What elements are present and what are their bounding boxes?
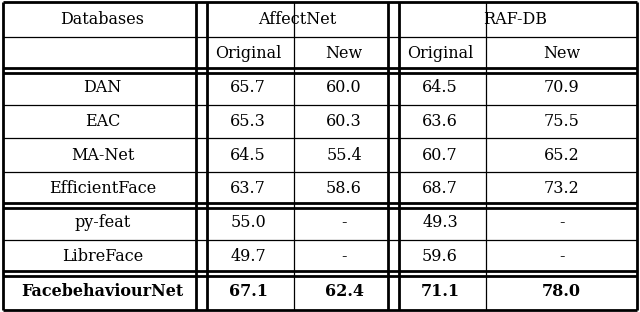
Text: 60.7: 60.7 [422,147,458,164]
Text: New: New [543,45,580,62]
Text: 49.3: 49.3 [422,214,458,231]
Text: 71.1: 71.1 [420,283,460,300]
Text: 64.5: 64.5 [422,79,458,96]
Text: 55.4: 55.4 [326,147,362,164]
Text: 65.3: 65.3 [230,113,266,130]
Text: -: - [559,214,564,231]
Text: LibreFace: LibreFace [62,248,143,265]
Text: 65.7: 65.7 [230,79,266,96]
Text: EAC: EAC [84,113,120,130]
Text: 67.1: 67.1 [228,283,268,300]
Text: EfficientFace: EfficientFace [49,180,156,197]
Text: -: - [559,248,564,265]
Text: MA-Net: MA-Net [70,147,134,164]
Text: 58.6: 58.6 [326,180,362,197]
Text: 60.0: 60.0 [326,79,362,96]
Text: AffectNet: AffectNet [259,11,337,28]
Text: 70.9: 70.9 [544,79,579,96]
Text: 64.5: 64.5 [230,147,266,164]
Text: 49.7: 49.7 [230,248,266,265]
Text: 75.5: 75.5 [543,113,580,130]
Text: 59.6: 59.6 [422,248,458,265]
Text: Original: Original [215,45,281,62]
Text: 68.7: 68.7 [422,180,458,197]
Text: Databases: Databases [60,11,145,28]
Text: 78.0: 78.0 [542,283,581,300]
Text: 73.2: 73.2 [544,180,579,197]
Text: py-feat: py-feat [74,214,131,231]
Text: 55.0: 55.0 [230,214,266,231]
Text: DAN: DAN [83,79,122,96]
Text: 62.4: 62.4 [324,283,364,300]
Text: -: - [341,214,347,231]
Text: FacebehaviourNet: FacebehaviourNet [21,283,184,300]
Text: Original: Original [407,45,473,62]
Text: 65.2: 65.2 [544,147,579,164]
Text: 63.7: 63.7 [230,180,266,197]
Text: -: - [341,248,347,265]
Text: 60.3: 60.3 [326,113,362,130]
Text: RAF-DB: RAF-DB [483,11,547,28]
Text: 63.6: 63.6 [422,113,458,130]
Text: New: New [325,45,363,62]
